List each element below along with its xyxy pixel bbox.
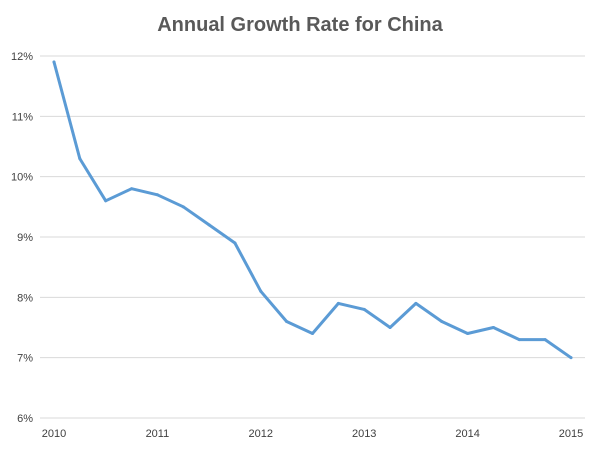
data-point [491, 326, 495, 329]
y-tick-label: 7% [17, 353, 33, 365]
y-tick-label: 12% [11, 51, 33, 63]
x-tick-label: 2013 [352, 428, 376, 440]
series-layer [52, 60, 573, 360]
data-point [233, 241, 237, 245]
x-tick-label: 2010 [42, 428, 66, 440]
gridlines [40, 55, 585, 419]
data-point [466, 332, 470, 336]
data-point [130, 187, 134, 191]
x-tick-label: 2014 [455, 428, 479, 440]
y-tick-labels: 6% 7% 8% 9% 10% 11% 12% [11, 51, 33, 425]
y-tick-label: 6% [17, 413, 33, 425]
data-point [336, 301, 340, 305]
series-line [52, 60, 573, 360]
data-point [259, 289, 263, 293]
chart-title: Annual Growth Rate for China [157, 14, 443, 36]
y-tick-label: 11% [12, 111, 33, 123]
x-tick-label: 2015 [559, 428, 583, 440]
data-point [181, 205, 185, 209]
data-point [362, 307, 366, 311]
data-point [155, 193, 159, 197]
data-point [285, 319, 289, 323]
y-tick-label: 8% [17, 292, 33, 304]
data-point [569, 356, 573, 360]
data-point [440, 319, 444, 323]
x-tick-labels: 2010 2011 2012 2013 2014 2015 [42, 428, 583, 440]
data-point [311, 332, 314, 336]
data-point [543, 338, 547, 342]
data-point [388, 326, 392, 329]
data-point [78, 157, 82, 161]
data-point [104, 199, 108, 203]
y-tick-label: 10% [11, 172, 33, 184]
data-point [414, 301, 418, 305]
data-point [517, 338, 521, 342]
x-tick-label: 2012 [249, 428, 273, 440]
y-tick-label: 9% [17, 232, 33, 244]
data-point [207, 223, 211, 227]
x-tick-label: 2011 [146, 428, 170, 440]
data-point [52, 60, 56, 64]
